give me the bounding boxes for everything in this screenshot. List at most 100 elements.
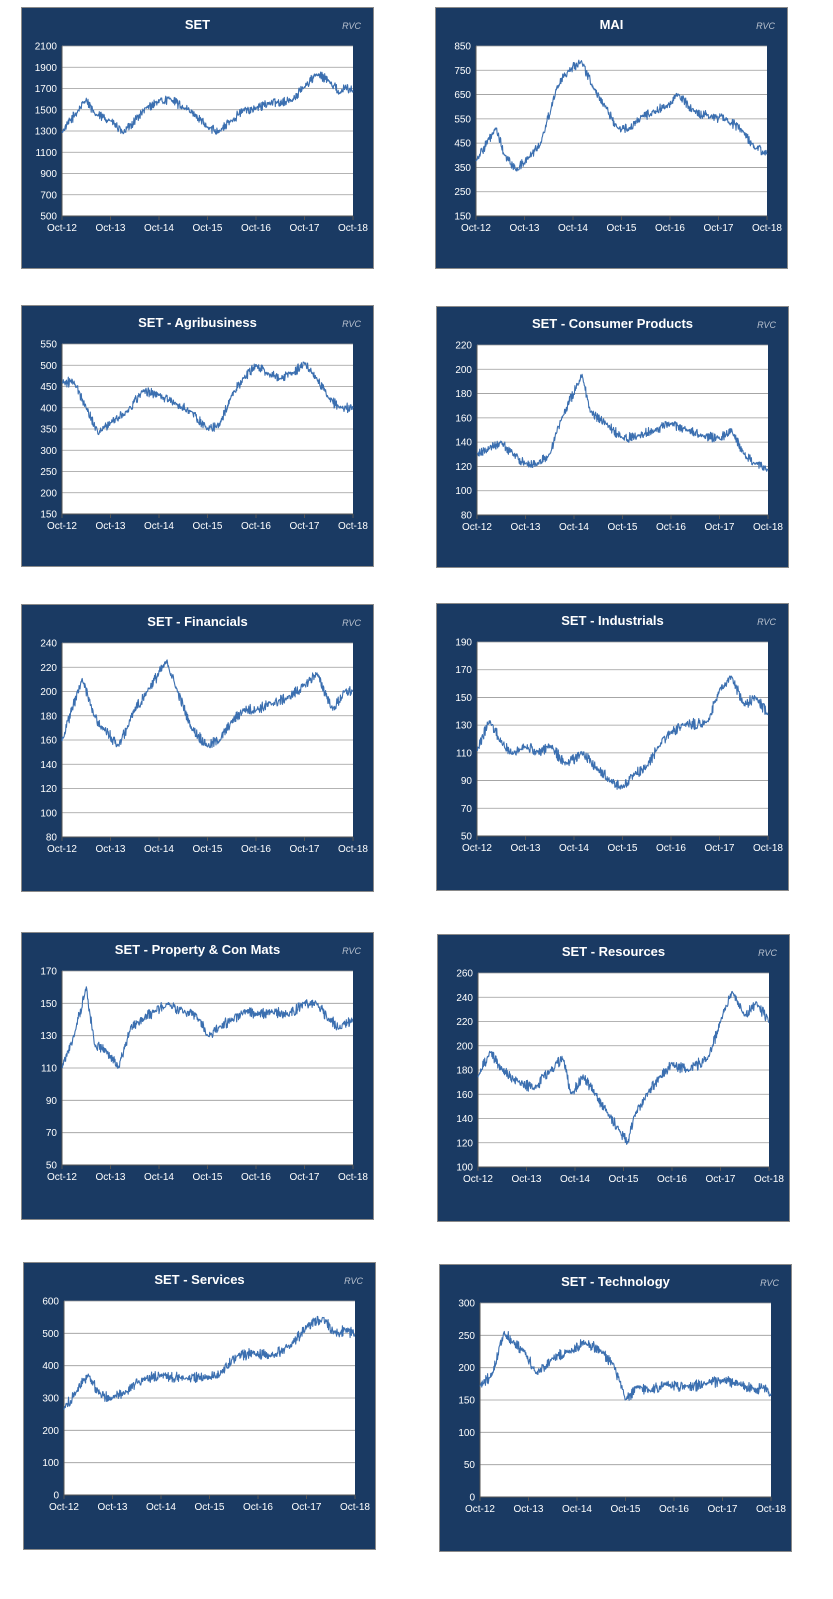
- y-tick-label: 500: [40, 212, 57, 223]
- x-tick-label: Oct-18: [756, 1504, 786, 1515]
- chart-panel-consumer-products: SET - Consumer Products RVC 80 100 120 140 160…: [436, 306, 789, 568]
- y-tick-label: 140: [455, 438, 472, 449]
- series-line: [477, 990, 770, 1145]
- x-tick-label: Oct-12: [463, 1174, 493, 1185]
- y-tick-label: 500: [40, 361, 57, 372]
- x-tick-label: Oct-18: [752, 223, 782, 234]
- x-tick-label: Oct-14: [559, 522, 589, 533]
- y-tick-label: 130: [40, 1031, 57, 1042]
- y-tick-label: 450: [40, 382, 57, 393]
- watermark: RVC: [342, 946, 361, 956]
- x-tick-label: Oct-12: [462, 843, 492, 854]
- x-tick-label: Oct-13: [95, 844, 125, 855]
- chart-title: SET: [185, 17, 210, 32]
- y-tick-label: 100: [455, 486, 472, 497]
- chart-title: SET - Industrials: [561, 613, 664, 628]
- y-tick-label: 150: [40, 999, 57, 1010]
- x-tick-label: Oct-18: [338, 1172, 368, 1183]
- x-tick-label: Oct-14: [562, 1504, 592, 1515]
- x-tick-label: Oct-14: [144, 1172, 174, 1183]
- chart-title: MAI: [600, 17, 624, 32]
- x-tick-label: Oct-18: [340, 1502, 370, 1513]
- x-tick-label: Oct-15: [607, 522, 637, 533]
- x-tick-label: Oct-18: [753, 843, 783, 854]
- x-tick-label: Oct-15: [192, 223, 222, 234]
- y-tick-label: 170: [40, 967, 57, 978]
- y-tick-label: 200: [40, 488, 57, 499]
- y-tick-label: 70: [46, 1128, 58, 1139]
- y-tick-label: 1900: [35, 63, 58, 74]
- y-tick-label: 400: [40, 403, 57, 414]
- y-tick-label: 150: [454, 212, 471, 223]
- chart-svg: SET - Consumer Products RVC 80 100 120 140 160…: [455, 316, 783, 533]
- chart-svg: SET - Services RVC 0 100 200 300 400 500 600 Oct-…: [42, 1272, 370, 1513]
- y-tick-label: 450: [454, 139, 471, 150]
- y-tick-label: 350: [454, 163, 471, 174]
- y-tick-label: 300: [42, 1394, 59, 1405]
- x-tick-label: Oct-18: [754, 1174, 784, 1185]
- chart-svg: SET - Financials RVC 80 100 120 140 160 180 200 2…: [40, 614, 368, 855]
- y-tick-label: 1500: [35, 105, 58, 116]
- y-tick-label: 100: [40, 808, 57, 819]
- x-tick-label: Oct-15: [608, 1174, 638, 1185]
- y-tick-label: 150: [458, 1396, 475, 1407]
- x-tick-label: Oct-13: [97, 1502, 127, 1513]
- y-tick-label: 200: [458, 1363, 475, 1374]
- x-tick-label: Oct-17: [289, 844, 319, 855]
- x-tick-label: Oct-18: [338, 521, 368, 532]
- y-tick-label: 300: [40, 446, 57, 457]
- watermark: RVC: [760, 1278, 779, 1288]
- y-tick-label: 350: [40, 425, 57, 436]
- x-tick-label: Oct-17: [703, 223, 733, 234]
- chart-title: SET - Agribusiness: [138, 315, 257, 330]
- x-tick-label: Oct-15: [610, 1504, 640, 1515]
- x-tick-label: Oct-18: [753, 522, 783, 533]
- y-tick-label: 2100: [35, 42, 58, 53]
- series-line: [476, 675, 769, 790]
- x-tick-label: Oct-15: [192, 844, 222, 855]
- series-line: [63, 1315, 356, 1410]
- x-tick-label: Oct-17: [291, 1502, 321, 1513]
- x-tick-label: Oct-16: [243, 1502, 273, 1513]
- x-tick-label: Oct-17: [289, 223, 319, 234]
- y-tick-label: 200: [456, 1041, 473, 1052]
- y-tick-label: 550: [454, 114, 471, 125]
- x-tick-label: Oct-15: [606, 223, 636, 234]
- x-tick-label: Oct-16: [657, 1174, 687, 1185]
- series-line: [61, 71, 354, 135]
- y-tick-label: 750: [454, 66, 471, 77]
- y-tick-label: 170: [455, 665, 472, 676]
- y-tick-label: 200: [455, 365, 472, 376]
- chart-title: SET - Consumer Products: [532, 316, 693, 331]
- x-tick-label: Oct-13: [513, 1504, 543, 1515]
- x-tick-label: Oct-14: [144, 521, 174, 532]
- chart-panel-resources: SET - Resources RVC 100 120 140 160 180 200 220 2…: [437, 934, 790, 1222]
- x-tick-label: Oct-14: [144, 223, 174, 234]
- x-tick-label: Oct-14: [558, 223, 588, 234]
- y-tick-label: 160: [456, 1090, 473, 1101]
- chart-title: SET - Property & Con Mats: [115, 942, 280, 957]
- x-tick-label: Oct-12: [47, 521, 77, 532]
- y-tick-label: 600: [42, 1297, 59, 1308]
- x-tick-label: Oct-16: [656, 522, 686, 533]
- chart-title: SET - Financials: [147, 614, 247, 629]
- x-tick-label: Oct-18: [338, 223, 368, 234]
- watermark: RVC: [342, 21, 361, 31]
- watermark: RVC: [342, 319, 361, 329]
- y-tick-label: 50: [461, 832, 473, 843]
- x-tick-label: Oct-12: [49, 1502, 79, 1513]
- x-tick-label: Oct-17: [289, 1172, 319, 1183]
- x-tick-label: Oct-13: [510, 843, 540, 854]
- x-tick-label: Oct-12: [465, 1504, 495, 1515]
- x-tick-label: Oct-15: [607, 843, 637, 854]
- x-tick-label: Oct-16: [241, 844, 271, 855]
- chart-svg: SET - Industrials RVC 50 70 90 110 130 150 170 19…: [455, 613, 783, 854]
- series-line: [476, 373, 769, 472]
- x-tick-label: Oct-14: [560, 1174, 590, 1185]
- y-tick-label: 850: [454, 42, 471, 53]
- y-tick-label: 250: [458, 1331, 475, 1342]
- x-tick-label: Oct-12: [47, 844, 77, 855]
- y-tick-label: 80: [46, 833, 58, 844]
- x-tick-label: Oct-17: [707, 1504, 737, 1515]
- chart-svg: SET - Technology RVC 0 50 100 150 200 250 300 Oct…: [458, 1274, 786, 1515]
